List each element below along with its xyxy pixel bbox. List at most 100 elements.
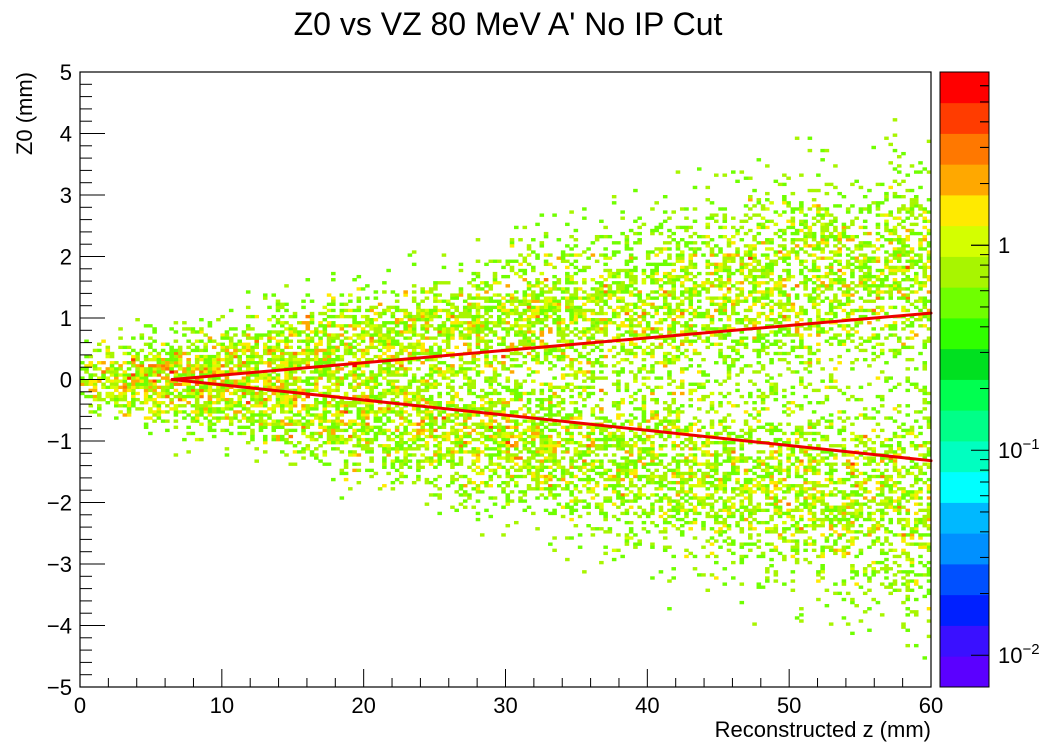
- heatmap-cell: [909, 357, 915, 362]
- heatmap-cell: [399, 342, 404, 346]
- heatmap-cell: [909, 201, 915, 205]
- heatmap-cell: [250, 357, 255, 362]
- heatmap-cell: [850, 567, 855, 571]
- heatmap-cell: [445, 314, 451, 319]
- heatmap-cell: [692, 253, 698, 257]
- heatmap-cell: [501, 342, 506, 346]
- heatmap-cell: [918, 410, 923, 414]
- heatmap-cell: [356, 385, 362, 390]
- heatmap-cell: [433, 311, 438, 316]
- heatmap-cell: [777, 447, 783, 451]
- heatmap-cell: [654, 413, 659, 417]
- heatmap-cell: [875, 536, 881, 540]
- heatmap-cell: [777, 213, 783, 217]
- heatmap-cell: [794, 437, 800, 442]
- heatmap-cell: [390, 459, 396, 463]
- heatmap-cell: [773, 302, 779, 307]
- heatmap-cell: [250, 367, 255, 371]
- heatmap-cell: [586, 256, 591, 260]
- heatmap-cell: [560, 348, 566, 353]
- heatmap-cell: [824, 234, 830, 239]
- heatmap-cell: [722, 361, 728, 365]
- heatmap-cell: [662, 219, 668, 223]
- heatmap-cell: [884, 278, 889, 282]
- heatmap-cell: [165, 361, 170, 365]
- heatmap-cell: [105, 394, 111, 399]
- heatmap-cell: [896, 351, 902, 356]
- heatmap-cell: [569, 361, 574, 365]
- heatmap-cell: [586, 336, 591, 340]
- heatmap-cell: [492, 274, 498, 279]
- heatmap-cell: [675, 253, 681, 257]
- heatmap-cell: [662, 318, 668, 322]
- heatmap-cell: [820, 290, 825, 294]
- heatmap-cell: [484, 379, 489, 383]
- heatmap-cell: [705, 241, 711, 245]
- heatmap-cell: [526, 447, 532, 451]
- heatmap-cell: [399, 351, 404, 356]
- heatmap-cell: [901, 207, 906, 211]
- heatmap-cell: [722, 173, 728, 177]
- heatmap-cell: [135, 397, 140, 402]
- heatmap-cell: [424, 336, 430, 340]
- heatmap-cell: [399, 444, 404, 448]
- heatmap-cell: [373, 437, 379, 442]
- heatmap-cell: [590, 465, 596, 469]
- heatmap-cell: [765, 318, 770, 322]
- heatmap-cell: [420, 314, 425, 319]
- heatmap-cell: [816, 468, 821, 473]
- heatmap-cell: [424, 397, 430, 402]
- heatmap-cell: [462, 299, 468, 303]
- heatmap-cell: [790, 385, 796, 390]
- heatmap-cell: [445, 339, 451, 343]
- heatmap-cell: [352, 422, 357, 426]
- heatmap-cell: [671, 379, 676, 383]
- heatmap-cell: [803, 287, 808, 291]
- heatmap-cell: [654, 290, 659, 294]
- heatmap-cell: [233, 370, 238, 374]
- heatmap-cell: [509, 241, 515, 245]
- heatmap-cell: [845, 397, 851, 402]
- heatmap-cell: [616, 351, 621, 356]
- heatmap-cell: [518, 314, 523, 319]
- heatmap-cell: [156, 413, 162, 417]
- heatmap-cell: [884, 530, 889, 534]
- heatmap-cell: [569, 311, 574, 316]
- heatmap-cell: [705, 327, 711, 331]
- heatmap-cell: [760, 459, 766, 463]
- heatmap-cell: [522, 339, 528, 343]
- heatmap-cell: [641, 397, 647, 402]
- heatmap-cell: [186, 339, 191, 343]
- heatmap-cell: [292, 388, 298, 393]
- heatmap-cell: [799, 238, 804, 242]
- heatmap-cell: [782, 582, 787, 586]
- heatmap-cell: [756, 262, 762, 267]
- heatmap-cell: [505, 474, 511, 479]
- heatmap-cell: [828, 308, 834, 313]
- heatmap-cell: [271, 293, 277, 297]
- heatmap-cell: [279, 450, 285, 454]
- heatmap-cell: [714, 265, 719, 270]
- heatmap-cell: [871, 333, 876, 337]
- heatmap-cell: [309, 314, 315, 319]
- heatmap-cell: [539, 441, 545, 445]
- heatmap-cell: [573, 348, 579, 353]
- heatmap-cell: [862, 278, 868, 282]
- heatmap-cell: [654, 493, 659, 497]
- heatmap-cell: [109, 385, 115, 390]
- heatmap-cell: [739, 394, 745, 399]
- heatmap-cell: [173, 354, 179, 359]
- heatmap-cell: [603, 290, 608, 294]
- heatmap-cell: [416, 422, 421, 426]
- heatmap-cell: [314, 348, 319, 353]
- heatmap-cell: [641, 268, 647, 273]
- heatmap-cell: [735, 253, 740, 257]
- heatmap-cell: [484, 290, 489, 294]
- heatmap-cell: [760, 253, 766, 257]
- heatmap-cell: [505, 259, 511, 263]
- heatmap-cell: [828, 357, 834, 362]
- heatmap-cell: [918, 213, 923, 217]
- heatmap-cell: [901, 342, 906, 346]
- heatmap-cell: [433, 453, 438, 457]
- heatmap-cell: [560, 296, 566, 300]
